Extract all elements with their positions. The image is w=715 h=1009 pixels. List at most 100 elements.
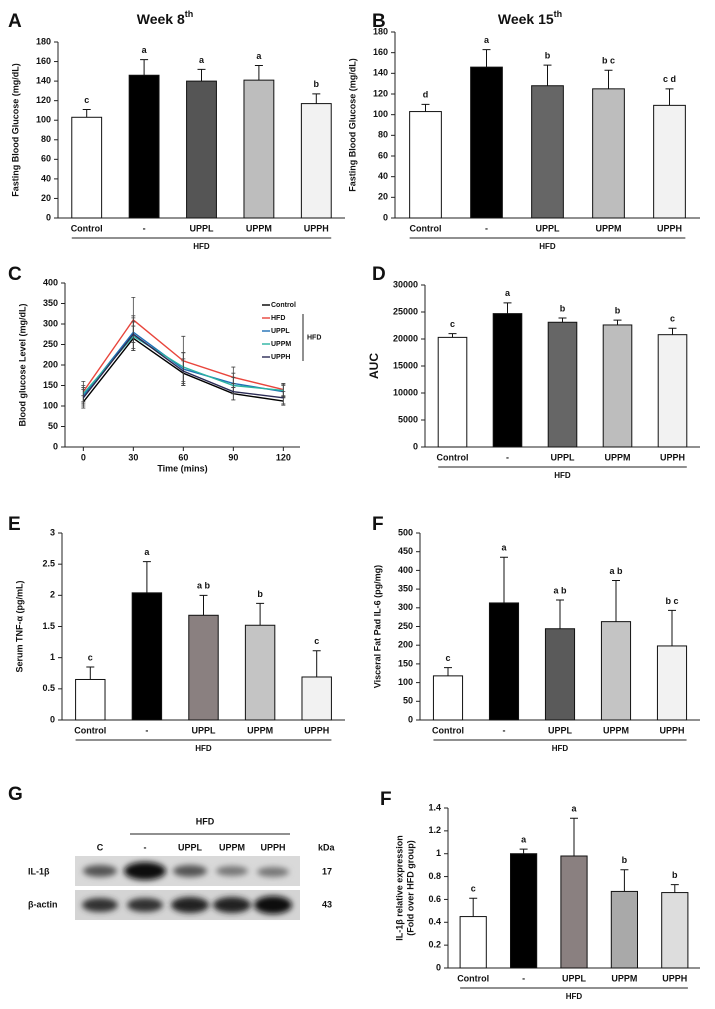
significance-letter: a [501, 543, 507, 553]
bar [432, 675, 464, 721]
y-tick-label: 15000 [393, 360, 418, 370]
lane-label: UPPL [178, 842, 203, 852]
x-tick-label: Control [432, 725, 464, 735]
error-bar [558, 317, 567, 323]
significance-letter: b [545, 50, 551, 60]
y-tick-label: 3 [50, 527, 55, 537]
row-label: β-actin [28, 899, 58, 909]
group-label: HFD [539, 242, 556, 251]
y-tick-label: 2 [50, 590, 55, 600]
group-label: HFD [552, 744, 569, 753]
x-tick-label: UPPH [304, 725, 329, 735]
error-bar [142, 561, 151, 593]
western-blot: G HFD C - UPPL UPPM UPPH kDa IL-1β β-act… [8, 784, 336, 920]
x-tick-label: Control [410, 223, 442, 233]
y-tick-label: 350 [398, 583, 413, 593]
bar [409, 111, 442, 219]
lane-label: UPPM [219, 842, 245, 852]
error-bar [199, 594, 208, 616]
bar [547, 321, 578, 448]
lane-label: - [144, 842, 147, 852]
bar [600, 621, 632, 721]
error-bar [668, 327, 677, 335]
bar [188, 614, 219, 721]
y-tick-label: 1.2 [428, 825, 441, 835]
bar [544, 628, 576, 721]
lane-label: C [97, 842, 104, 852]
panel-letter: G [8, 784, 23, 805]
x-tick-label: - [506, 452, 509, 462]
error-bar [140, 59, 149, 76]
error-bar [604, 69, 613, 89]
error-bar [256, 602, 265, 626]
x-tick-label: 0 [81, 452, 86, 462]
group-label: HFD [554, 471, 571, 480]
unit-label: kDa [318, 842, 336, 852]
bar [470, 66, 503, 219]
bar [656, 645, 688, 721]
error-bar [421, 103, 430, 112]
error-bar [543, 64, 552, 86]
y-tick-label: 180 [373, 26, 388, 36]
y-tick-label: 0 [408, 714, 413, 724]
group-label: HFD [196, 816, 215, 826]
x-tick-label: - [522, 973, 525, 983]
x-tick-label: 90 [228, 452, 238, 462]
significance-letter: a [571, 804, 577, 814]
x-tick-label: 30 [128, 452, 138, 462]
error-bar [482, 49, 491, 68]
y-tick-label: 300 [398, 602, 413, 612]
legend-label: HFD [271, 315, 285, 322]
bar [437, 336, 468, 448]
x-tick-label: UPPM [603, 725, 629, 735]
y-axis-label: Fasting Blood Glucose (mg/dL) [10, 63, 20, 197]
kda-label: 17 [322, 866, 332, 876]
bar [653, 104, 686, 219]
y-tick-label: 160 [373, 47, 388, 57]
error-bar [197, 68, 206, 82]
x-tick-label: Control [71, 223, 103, 233]
title-sup: th [554, 9, 563, 19]
significance-letter: b c [602, 56, 615, 66]
error-bar [503, 302, 512, 314]
y-tick-label: 0 [383, 212, 388, 222]
error-bar [620, 869, 629, 892]
significance-letter: c d [663, 74, 676, 84]
y-tick-label: 1 [50, 652, 55, 662]
x-tick-label: UPPH [662, 973, 687, 983]
y-tick-label: 40 [41, 173, 51, 183]
legend-label: UPPH [271, 354, 290, 361]
significance-letter: c [670, 314, 675, 324]
panel-letter: F [380, 789, 392, 810]
group-label: HFD [566, 992, 583, 1001]
error-bar [668, 609, 676, 646]
error-bar [670, 884, 679, 893]
x-tick-label: UPPM [604, 452, 630, 462]
y-tick-label: 0 [53, 441, 58, 451]
error-bar [613, 319, 622, 325]
error-bar [448, 333, 457, 338]
y-tick-label: 350 [43, 298, 58, 308]
error-bar [556, 599, 564, 629]
bar [560, 855, 588, 969]
legend-label: Control [271, 302, 296, 309]
bar [459, 916, 487, 969]
significance-letter: a [521, 835, 527, 845]
bar [186, 80, 217, 219]
error-bar [81, 389, 86, 407]
x-tick-label: UPPH [659, 725, 684, 735]
legend-group: HFD [307, 334, 321, 341]
y-tick-label: 20 [378, 192, 388, 202]
y-tick-label: 250 [398, 621, 413, 631]
x-tick-label: Control [457, 973, 489, 983]
significance-letter: c [88, 652, 93, 662]
x-tick-label: UPPL [535, 223, 560, 233]
y-tick-label: 300 [43, 318, 58, 328]
significance-letter: a [142, 45, 148, 55]
x-axis-label: Time (mins) [157, 463, 207, 473]
group-label: HFD [193, 242, 210, 251]
row-label: IL-1β [28, 866, 50, 876]
significance-letter: a [505, 288, 511, 298]
significance-letter: b [672, 870, 678, 880]
y-tick-label: 400 [398, 565, 413, 575]
